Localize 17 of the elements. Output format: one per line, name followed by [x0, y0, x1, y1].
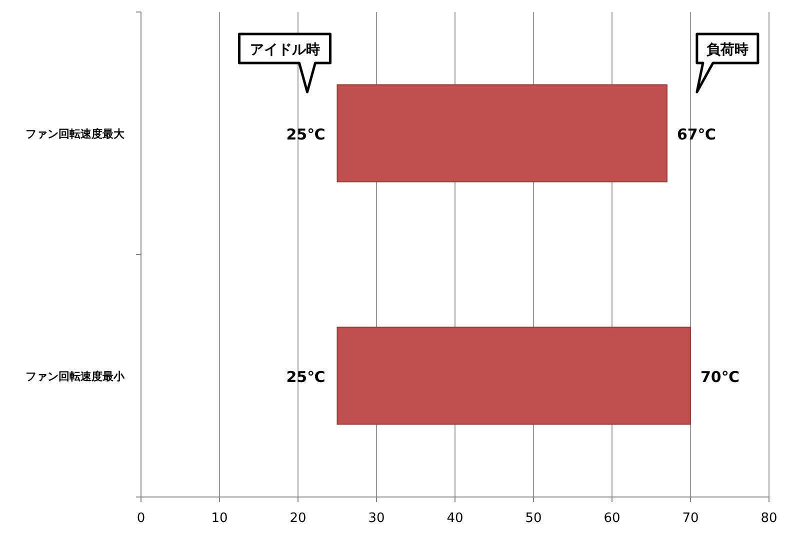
x-tick-label: 60 — [604, 511, 620, 526]
x-tick-label: 10 — [211, 511, 228, 526]
x-tick-label: 70 — [682, 511, 699, 526]
annotation: 70℃ — [700, 368, 740, 386]
annotation: 67℃ — [676, 125, 716, 144]
annotation: 25℃ — [286, 125, 326, 144]
annotation: アイドル時 — [250, 42, 320, 58]
annotation: 負荷時 — [706, 42, 748, 58]
y-tick-label: ファン回転速度最小 — [26, 370, 126, 383]
x-tick-label: 20 — [290, 511, 306, 526]
y-tick-label: ファン回転速度最大 — [26, 127, 126, 140]
x-tick-label: 50 — [525, 511, 542, 526]
x-tick-label: 40 — [446, 511, 464, 526]
x-tick-label: 30 — [368, 511, 385, 526]
x-tick-label: 80 — [760, 511, 778, 526]
x-tick-label: 0 — [136, 511, 146, 526]
annotation: 25℃ — [286, 368, 326, 386]
